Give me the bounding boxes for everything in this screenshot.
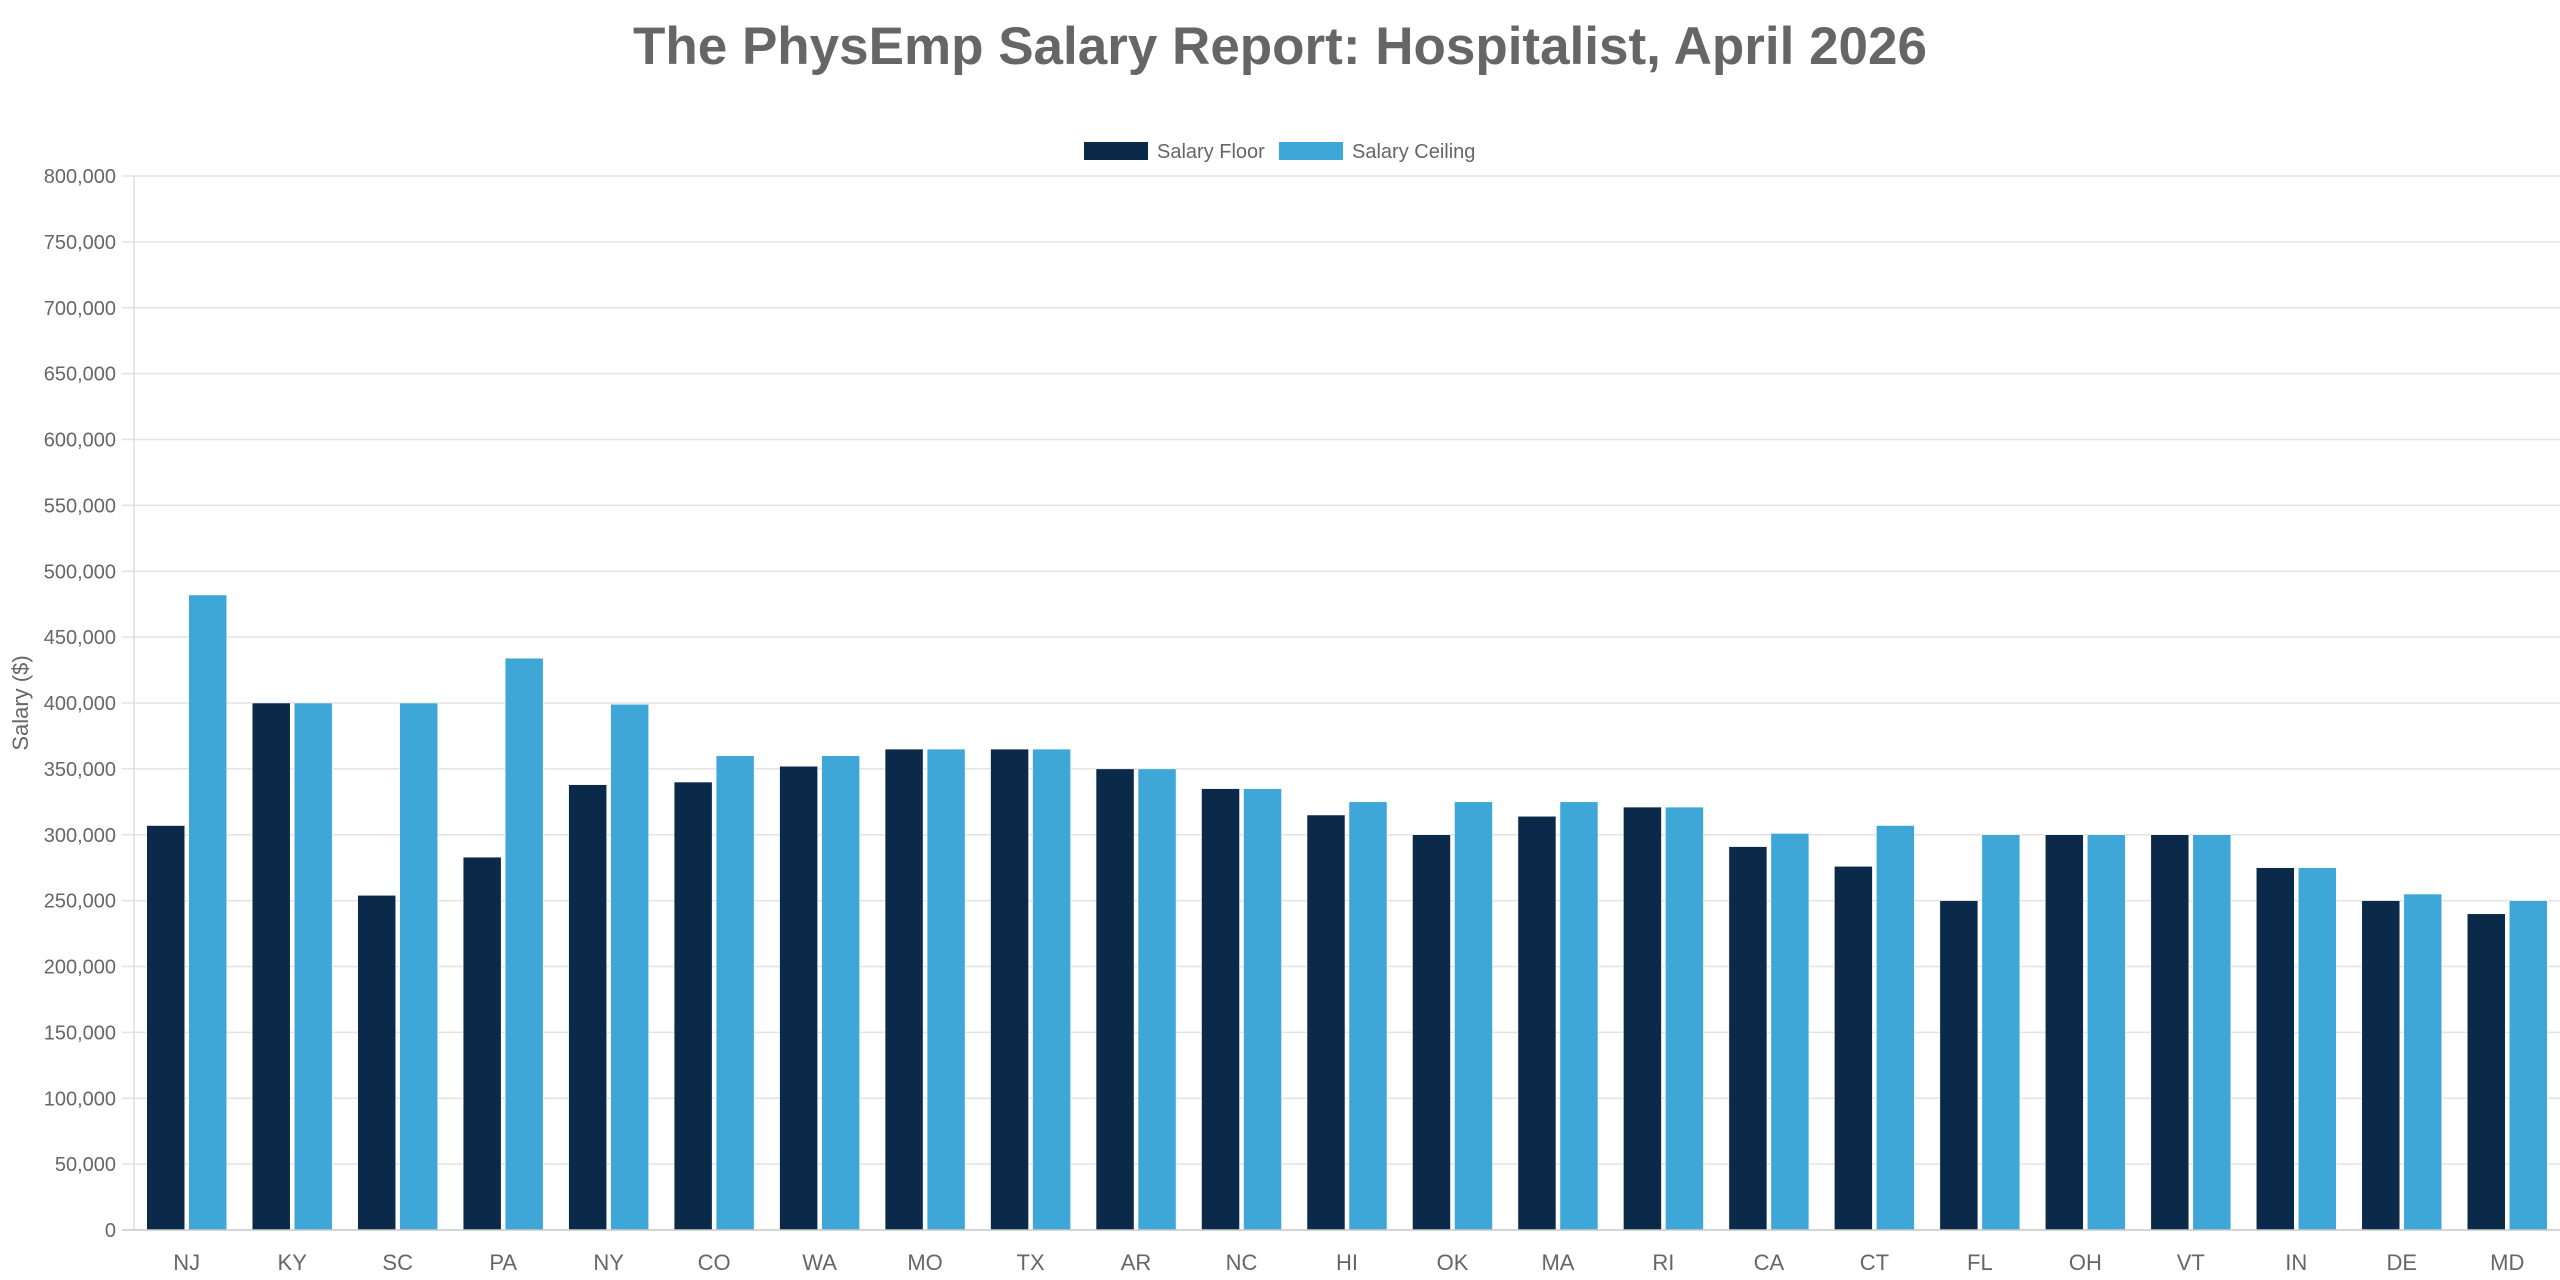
x-tick-label-ca: CA [1754, 1250, 1785, 1275]
y-tick-label: 50,000 [55, 1154, 116, 1176]
bar-salary-floor-ny[interactable] [568, 784, 607, 1231]
y-tick-label: 800,000 [44, 166, 116, 188]
bar-salary-ceiling-co[interactable] [715, 755, 755, 1231]
bar-salary-floor-pa[interactable] [462, 856, 502, 1231]
x-tick-label-md: MD [2490, 1250, 2524, 1275]
legend-label-salary-floor[interactable]: Salary Floor [1157, 141, 1265, 163]
bar-salary-ceiling-ky[interactable] [293, 702, 333, 1231]
bar-salary-ceiling-nj[interactable] [188, 594, 227, 1231]
bar-salary-ceiling-tx[interactable] [1032, 748, 1071, 1231]
x-tick-label-pa: PA [489, 1250, 517, 1275]
y-axis-ticks: 0 50,000 100,000 150,000 200,000 250,000 300,0… [44, 166, 116, 1242]
y-tick-label: 100,000 [44, 1088, 116, 1110]
y-tick-label: 650,000 [44, 364, 116, 386]
bar-salary-ceiling-ct[interactable] [1876, 825, 1915, 1231]
x-tick-label-ok: OK [1437, 1250, 1469, 1275]
x-tick-label-nc: NC [1226, 1250, 1258, 1275]
bar-salary-ceiling-in[interactable] [2298, 867, 2337, 1231]
y-axis-title: Salary ($) [8, 655, 33, 750]
x-tick-label-mo: MO [907, 1250, 942, 1275]
y-tick-label: 750,000 [44, 232, 116, 254]
bar-salary-floor-nc[interactable] [1201, 788, 1240, 1231]
bar-salary-floor-ca[interactable] [1728, 846, 1768, 1231]
y-tick-label: 700,000 [44, 298, 116, 320]
bars [146, 594, 2548, 1231]
bar-salary-ceiling-de[interactable] [2403, 893, 2443, 1231]
y-tick-label: 350,000 [44, 759, 116, 781]
bar-salary-floor-fl[interactable] [1939, 900, 1979, 1231]
bar-salary-floor-tx[interactable] [990, 748, 1029, 1231]
x-tick-label-ri: RI [1652, 1250, 1674, 1275]
x-tick-label-ma: MA [1541, 1250, 1574, 1275]
y-tick-label: 450,000 [44, 627, 116, 649]
y-tick-label: 250,000 [44, 891, 116, 913]
bar-salary-floor-ma[interactable] [1517, 816, 1557, 1231]
bar-salary-floor-oh[interactable] [2045, 834, 2084, 1231]
bar-salary-floor-wa[interactable] [779, 765, 818, 1231]
bar-salary-ceiling-ar[interactable] [1137, 768, 1177, 1231]
x-tick-label-fl: FL [1967, 1250, 1993, 1275]
legend: Salary Floor Salary Ceiling [1084, 141, 1475, 163]
bar-salary-floor-co[interactable] [673, 781, 713, 1231]
bar-salary-ceiling-md[interactable] [2509, 900, 2548, 1231]
bar-salary-ceiling-ri[interactable] [1665, 806, 1704, 1231]
x-tick-label-co: CO [698, 1250, 731, 1275]
legend-swatch-salary-floor[interactable] [1084, 142, 1148, 160]
bar-salary-floor-sc[interactable] [357, 895, 396, 1231]
x-axis-ticks: NJ KY SC PA NY CO WA MO TX AR NC HI OK MA RI CA CT FL OH VT… [173, 1250, 2524, 1275]
x-tick-label-nj: NJ [173, 1250, 200, 1275]
bar-salary-floor-vt[interactable] [2150, 834, 2190, 1231]
bar-salary-ceiling-oh[interactable] [2087, 834, 2126, 1231]
bar-salary-ceiling-ok[interactable] [1454, 801, 1493, 1231]
legend-label-salary-ceiling[interactable]: Salary Ceiling [1352, 141, 1475, 163]
x-tick-label-vt: VT [2177, 1250, 2205, 1275]
y-tick-label: 500,000 [44, 561, 116, 583]
bar-salary-floor-md[interactable] [2467, 913, 2506, 1231]
bar-salary-floor-mo[interactable] [884, 748, 924, 1231]
chart-title: The PhysEmp Salary Report: Hospitalist, … [633, 17, 1927, 76]
bar-salary-ceiling-ca[interactable] [1770, 833, 1810, 1231]
y-tick-label: 400,000 [44, 693, 116, 715]
x-tick-label-hi: HI [1336, 1250, 1358, 1275]
bar-salary-ceiling-ny[interactable] [610, 704, 649, 1231]
bar-salary-floor-de[interactable] [2361, 900, 2401, 1231]
x-tick-label-oh: OH [2069, 1250, 2102, 1275]
x-tick-label-wa: WA [802, 1250, 837, 1275]
bar-salary-floor-ar[interactable] [1095, 768, 1135, 1231]
bar-salary-floor-nj[interactable] [146, 825, 185, 1231]
x-tick-label-ny: NY [593, 1250, 624, 1275]
x-tick-label-ky: KY [278, 1250, 308, 1275]
y-tick-label: 200,000 [44, 957, 116, 979]
bar-salary-floor-ct[interactable] [1834, 866, 1873, 1231]
x-tick-label-ar: AR [1121, 1250, 1152, 1275]
bar-salary-ceiling-pa[interactable] [504, 657, 544, 1231]
bar-salary-ceiling-vt[interactable] [2192, 834, 2232, 1231]
bar-salary-floor-in[interactable] [2256, 867, 2295, 1231]
x-tick-label-in: IN [2285, 1250, 2307, 1275]
y-tick-label: 300,000 [44, 825, 116, 847]
bar-salary-floor-ri[interactable] [1623, 806, 1662, 1231]
bar-salary-ceiling-ma[interactable] [1559, 801, 1599, 1231]
x-tick-label-sc: SC [382, 1250, 413, 1275]
bar-salary-ceiling-hi[interactable] [1348, 801, 1388, 1231]
legend-swatch-salary-ceiling[interactable] [1279, 142, 1343, 160]
bar-salary-ceiling-sc[interactable] [399, 702, 438, 1231]
bar-salary-floor-ky[interactable] [251, 702, 291, 1231]
y-tick-label: 550,000 [44, 495, 116, 517]
y-tick-label: 150,000 [44, 1022, 116, 1044]
bar-salary-ceiling-wa[interactable] [821, 755, 860, 1231]
bar-salary-floor-ok[interactable] [1412, 834, 1451, 1231]
y-tick-label: 600,000 [44, 430, 116, 452]
bar-salary-ceiling-nc[interactable] [1243, 788, 1282, 1231]
bar-salary-ceiling-mo[interactable] [926, 748, 966, 1231]
x-tick-label-de: DE [2387, 1250, 2418, 1275]
bar-salary-ceiling-fl[interactable] [1981, 834, 2021, 1231]
x-tick-label-ct: CT [1860, 1250, 1889, 1275]
y-tick-label: 0 [105, 1220, 116, 1242]
bar-salary-floor-hi[interactable] [1306, 814, 1346, 1231]
x-tick-label-tx: TX [1017, 1250, 1045, 1275]
